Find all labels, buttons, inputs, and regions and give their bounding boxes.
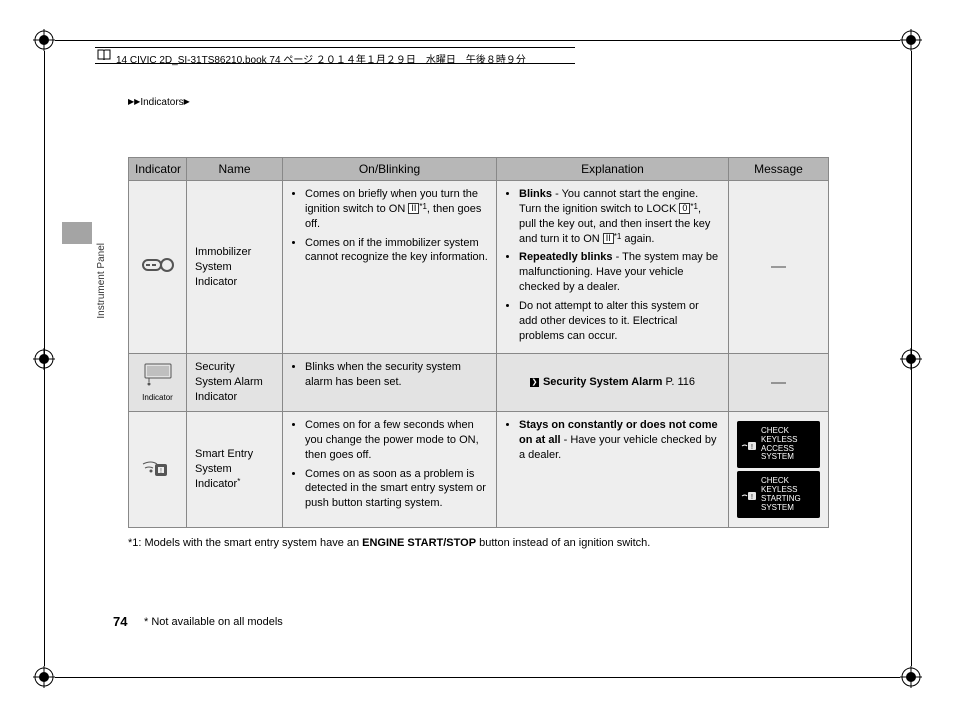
list-item: Blinks when the security system alarm ha… xyxy=(305,360,488,390)
xref-security-alarm[interactable]: ❯Security System Alarm P. 116 xyxy=(530,375,695,390)
col-name: Name xyxy=(187,158,283,181)
row-on: Comes on briefly when you turn the ignit… xyxy=(283,181,497,354)
list-item: Comes on if the immobilizer system canno… xyxy=(305,236,488,266)
svg-text:!: ! xyxy=(160,468,162,475)
page-number: 74 xyxy=(113,614,127,629)
reg-mark-bl xyxy=(33,666,55,688)
reg-mark-br xyxy=(900,666,922,688)
docstrip-line-top xyxy=(95,47,575,48)
footnote-1: *1: Models with the smart entry system h… xyxy=(128,537,650,549)
indicators-table: Indicator Name On/Blinking Explanation M… xyxy=(128,157,829,528)
message-card: ! CHECK KEYLESS ACCESS SYSTEM xyxy=(737,421,820,468)
list-item: Comes on briefly when you turn the ignit… xyxy=(305,187,488,232)
breadcrumb-arrows: ▶▶ xyxy=(128,97,140,106)
keyless-icon: ! xyxy=(741,438,757,452)
hairline-top xyxy=(55,40,900,41)
side-tab xyxy=(62,222,92,244)
svg-text:!: ! xyxy=(751,494,753,501)
table-row: ! Smart Entry System Indicator* Comes on… xyxy=(129,411,829,527)
reg-mark-tl xyxy=(33,29,55,51)
table-row: Immobilizer System Indicator Comes on br… xyxy=(129,181,829,354)
docstrip-text: 14 CIVIC 2D_SI-31TS86210.book 74 ページ ２０１… xyxy=(116,51,526,66)
col-explanation: Explanation xyxy=(497,158,729,181)
keycap-0: 0 xyxy=(679,203,690,214)
page: 14 CIVIC 2D_SI-31TS86210.book 74 ページ ２０１… xyxy=(0,0,954,718)
hairline-left xyxy=(44,51,45,666)
smart-entry-icon: ! xyxy=(129,411,187,527)
row-name: Immobilizer System Indicator xyxy=(187,181,283,354)
list-item: Stays on constantly or does not come on … xyxy=(519,418,720,463)
row-on: Comes on for a few seconds when you chan… xyxy=(283,411,497,527)
table-header-row: Indicator Name On/Blinking Explanation M… xyxy=(129,158,829,181)
breadcrumb-label: Indicators xyxy=(140,97,183,108)
breadcrumb: ▶▶Indicators▶ xyxy=(128,97,190,108)
reg-mark-tr xyxy=(900,29,922,51)
message-card: ! CHECK KEYLESS STARTING SYSTEM xyxy=(737,471,820,518)
list-item: Repeatedly blinks - The system may be ma… xyxy=(519,250,720,295)
hairline-right xyxy=(911,51,912,666)
keyless-icon: ! xyxy=(741,488,757,502)
immobilizer-icon xyxy=(129,181,187,354)
row-name: Smart Entry System Indicator* xyxy=(187,411,283,527)
list-item: Comes on as soon as a problem is detecte… xyxy=(305,467,488,512)
breadcrumb-arrow-end: ▶ xyxy=(184,97,190,106)
list-item: Do not attempt to alter this system or a… xyxy=(519,299,720,344)
svg-text:!: ! xyxy=(751,444,753,451)
list-item: Comes on for a few seconds when you chan… xyxy=(305,418,488,463)
xref-icon: ❯ xyxy=(530,378,539,387)
book-icon xyxy=(97,48,111,62)
hairline-bottom xyxy=(55,677,900,678)
row-message: ! CHECK KEYLESS ACCESS SYSTEM ! CHECK KE… xyxy=(729,411,829,527)
row-explanation: ❯Security System Alarm P. 116 xyxy=(497,354,729,412)
row-message-dash: — xyxy=(729,354,829,412)
side-label: Instrument Panel xyxy=(96,243,107,319)
icon-caption: Indicator xyxy=(137,393,178,404)
row-message-dash: — xyxy=(729,181,829,354)
table-row: Indicator Security System Alarm Indicato… xyxy=(129,354,829,412)
row-name: Security System Alarm Indicator xyxy=(187,354,283,412)
security-alarm-icon: Indicator xyxy=(129,354,187,412)
col-onblinking: On/Blinking xyxy=(283,158,497,181)
col-indicator: Indicator xyxy=(129,158,187,181)
keycap-ii: II xyxy=(603,233,614,244)
not-all-models: * Not available on all models xyxy=(144,616,283,628)
col-message: Message xyxy=(729,158,829,181)
row-explanation: Stays on constantly or does not come on … xyxy=(497,411,729,527)
list-item: Blinks - You cannot start the engine. Tu… xyxy=(519,187,720,246)
row-explanation: Blinks - You cannot start the engine. Tu… xyxy=(497,181,729,354)
row-on: Blinks when the security system alarm ha… xyxy=(283,354,497,412)
keycap-ii: II xyxy=(408,203,419,214)
